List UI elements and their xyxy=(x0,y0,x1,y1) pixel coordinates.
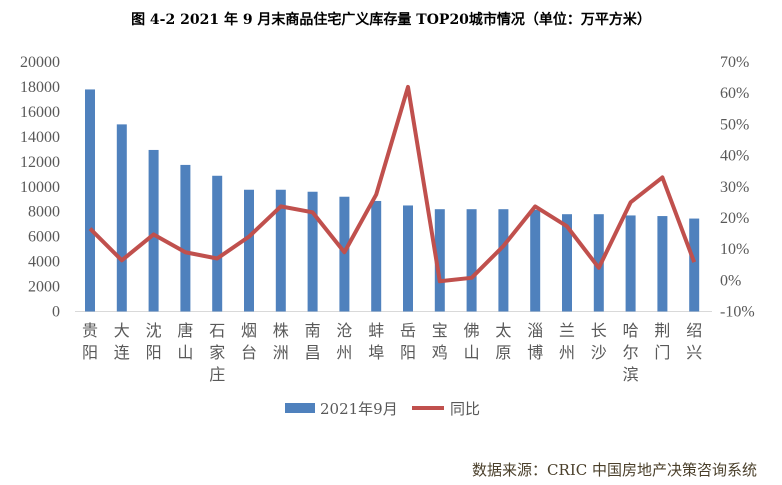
bar xyxy=(307,191,318,312)
right-tick-label: 40% xyxy=(720,148,749,165)
category-label: 石家庄 xyxy=(209,321,225,384)
source-note: 数据来源：CRIC 中国房地产决策咨询系统 xyxy=(472,461,757,479)
left-tick-label: 16000 xyxy=(20,104,60,121)
bar xyxy=(530,209,541,312)
category-label: 荆门 xyxy=(654,321,670,362)
category-label: 岳阳 xyxy=(400,321,416,362)
right-tick-label: 50% xyxy=(720,116,749,133)
category-label: 沈阳 xyxy=(146,321,162,362)
bar xyxy=(403,205,413,312)
bar xyxy=(562,214,572,312)
bar xyxy=(498,209,509,312)
right-tick-label: 10% xyxy=(720,241,749,258)
left-tick-label: 6000 xyxy=(28,229,60,246)
category-label: 烟台 xyxy=(241,321,257,362)
category-label: 兰州 xyxy=(559,321,575,362)
bar-series xyxy=(85,89,700,312)
category-label: 绍兴 xyxy=(686,321,702,362)
right-axis: -10% 0% 10% 20% 30% 40% 50% 60% 70% xyxy=(720,54,755,321)
left-axis: 0 2000 4000 6000 8000 10000 12000 14000 16000 180… xyxy=(20,54,60,321)
right-tick-label: 30% xyxy=(720,179,749,196)
left-tick-label: 12000 xyxy=(20,154,60,171)
category-label: 长沙 xyxy=(591,321,607,362)
bar xyxy=(689,218,700,312)
right-tick-label: -10% xyxy=(720,304,755,321)
bar xyxy=(593,214,604,312)
line-path xyxy=(88,84,697,284)
source-text: CRIC 中国房地产决策咨询系统 xyxy=(547,461,757,479)
category-label: 佛山 xyxy=(464,321,480,362)
category-label: 南昌 xyxy=(305,321,321,362)
bar xyxy=(180,164,191,312)
bar xyxy=(434,209,445,312)
bar xyxy=(116,124,127,312)
left-tick-label: 14000 xyxy=(20,129,60,146)
left-tick-label: 18000 xyxy=(20,79,60,96)
category-label: 淄博 xyxy=(527,321,543,362)
bar xyxy=(148,149,159,312)
line-series xyxy=(88,84,697,284)
bar xyxy=(244,189,254,312)
category-label: 唐山 xyxy=(177,321,193,362)
category-label: 沧州 xyxy=(336,321,352,362)
bar xyxy=(657,216,668,312)
bar xyxy=(275,189,286,312)
right-tick-label: 0% xyxy=(720,272,741,289)
right-tick-label: 70% xyxy=(720,54,749,71)
legend-label-bar: 2021年9月 xyxy=(320,400,398,418)
legend-swatch-bar xyxy=(285,403,315,413)
category-label: 大连 xyxy=(114,321,130,362)
category-labels: 贵阳大连沈阳唐山石家庄烟台株洲南昌沧州蚌埠岳阳宝鸡佛山太原淄博兰州长沙哈尔滨荆门… xyxy=(82,321,702,384)
left-tick-label: 4000 xyxy=(28,254,60,271)
category-label: 株洲 xyxy=(273,321,289,362)
left-tick-label: 0 xyxy=(52,304,60,321)
left-tick-label: 10000 xyxy=(20,179,60,196)
right-tick-label: 60% xyxy=(720,85,749,102)
bar xyxy=(212,175,223,312)
legend-label-line: 同比 xyxy=(450,400,480,418)
bar xyxy=(371,200,382,312)
category-label: 哈尔滨 xyxy=(623,321,639,384)
right-tick-label: 20% xyxy=(720,210,749,227)
source-label: 数据来源： xyxy=(472,461,547,479)
category-label: 蚌埠 xyxy=(368,321,384,362)
left-tick-label: 20000 xyxy=(20,54,60,71)
category-label: 宝鸡 xyxy=(432,321,448,362)
legend: 2021年9月 同比 xyxy=(285,400,480,418)
bar xyxy=(85,89,95,312)
chart-title: 图 4-2 2021 年 9 月末商品住宅广义库存量 TOP20城市情况（单位：… xyxy=(131,11,651,28)
category-label: 太原 xyxy=(495,321,511,362)
bar xyxy=(625,215,636,312)
bar xyxy=(466,209,477,312)
left-tick-label: 2000 xyxy=(28,279,60,296)
left-tick-label: 8000 xyxy=(28,204,60,221)
category-label: 贵阳 xyxy=(82,321,98,362)
